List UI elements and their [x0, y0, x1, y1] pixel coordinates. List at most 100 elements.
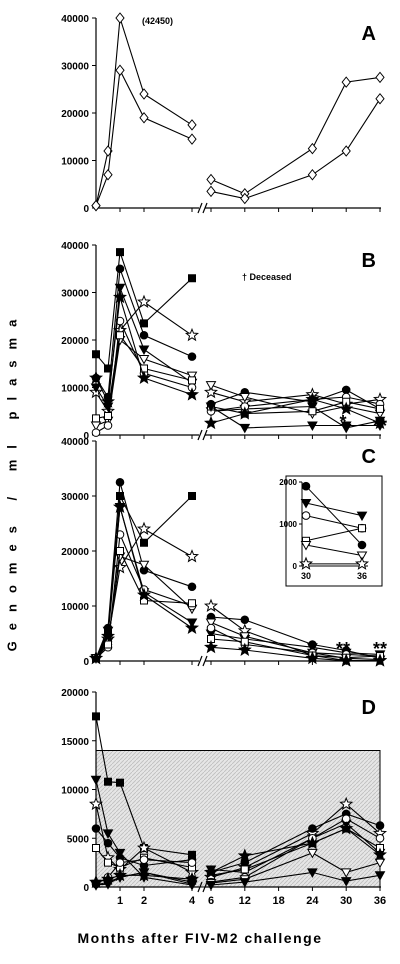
panel-D-ytick-label: 0 [83, 883, 89, 894]
panel-B-series-9-point-2-shape [239, 423, 251, 434]
panel-D-series-9-point-7-shape [239, 878, 251, 888]
panel-C-series-8-point-3 [112, 499, 128, 513]
inset-series-5-point-2-shape [356, 551, 368, 562]
panel-D-series-7-point-9 [340, 868, 352, 878]
panel-D-series-3-point-1 [88, 796, 104, 811]
panel-D-series-6-point-4 [139, 855, 149, 865]
panel-D-series-4-point-2 [103, 838, 113, 848]
inset-series-2-point-1 [300, 499, 312, 509]
inset-series-4-line [305, 527, 363, 542]
panel-B-series-7-point-10 [376, 404, 384, 413]
panel-D-ytick-label: 10000 [61, 786, 89, 797]
panel-C-series-7-point-3-shape [116, 547, 124, 555]
panel-A-series-1-point-4-shape [139, 88, 149, 100]
panel-B-series-2-point-4-shape [139, 330, 149, 340]
inset-series-5 [300, 541, 368, 562]
panel-D-series-8-point-9-shape [339, 821, 354, 835]
panel-B-series-7-point-3-shape [116, 331, 124, 340]
panel-B-ytick-label: 20000 [61, 336, 89, 347]
panel-B-series-1-point-5-shape [188, 274, 196, 283]
inset-xtick-label: 30 [301, 571, 311, 581]
panel-A-series-2-point-8-shape [307, 168, 318, 181]
panel-B-series-1-point-5 [188, 274, 196, 283]
panel-C-series-5-point-6-shape [205, 618, 217, 629]
panel-A-series-1-point-4 [139, 88, 149, 100]
panel-A-series-1-point-3 [115, 12, 125, 24]
panel-B-series-4-point-1 [90, 383, 102, 394]
panel-D-series-9-point-10 [374, 871, 386, 881]
panel-D-letter: D [362, 697, 376, 719]
panel-A-series-2-point-9 [341, 145, 351, 157]
panel-B-series-8-point-5 [184, 387, 200, 401]
panel-B-series-9-point-2 [239, 423, 251, 434]
panel-B-series-6-point-2-shape [103, 421, 113, 430]
panel-C-annotation-1: ** [336, 639, 350, 659]
panel-C-series-6-point-6-shape [206, 623, 216, 633]
panel-C-inset: 0 1000 2000 30 36 [279, 475, 383, 587]
panel-D-series-1-point-2-shape [104, 777, 112, 786]
panel-B-series-2-point-9 [341, 385, 351, 395]
panel-D-series-1-point-3 [116, 778, 124, 787]
panel-D-series-9-point-5-shape [186, 880, 198, 890]
panel-C-series-1-point-3 [116, 492, 124, 500]
panel-D-series-2-point-3-shape [114, 848, 126, 859]
panel-C-letter: C [362, 446, 376, 468]
panel-B-series-5-point-4-shape [138, 355, 150, 365]
panel-B-series-3-point-6 [203, 384, 219, 399]
panel-D-xtick-label: 36 [374, 895, 386, 907]
panel-D-series-2-point-2 [102, 829, 114, 839]
panel-A-axis-break-1 [197, 202, 203, 214]
panel-C-series-3-point-5 [184, 549, 200, 563]
panel-D-series-1-point-1-shape [92, 712, 100, 721]
panel-B-series-4-point-3-shape [114, 283, 126, 294]
panel-B-series-9-point-5-shape [374, 421, 386, 432]
panel-C-ytick-label: 0 [83, 657, 89, 668]
panel-B-series-8-point-7 [237, 406, 252, 420]
panel-D-series-4-point-10 [375, 821, 385, 830]
panel-D-xtick-label: 24 [306, 895, 319, 907]
panel-D-series-9-point-6-shape [205, 881, 217, 891]
panel-C-series-5-point-7-shape [239, 632, 251, 642]
inset-series-2-point-1-shape [300, 499, 312, 509]
panel-C-series-5-point-6 [205, 618, 217, 629]
panel-C-series-4-point-8 [307, 643, 318, 653]
panel-D-axis-break-2 [202, 881, 208, 893]
panel-C-series-8-point-7-shape [237, 642, 252, 656]
panel-C-series-3-point-4 [136, 521, 152, 535]
panel-B-series-9-point-3-shape [307, 421, 318, 432]
panel-D-ytick-label: 5000 [67, 834, 90, 845]
panel-A-series-1 [91, 12, 385, 212]
panel-A-series-2-point-4-shape [139, 111, 149, 124]
panel-D-series-6-point-10 [375, 833, 385, 843]
panel-B-series-3-point-4 [136, 294, 152, 308]
panel-A-series-1-point-5 [187, 119, 197, 131]
panel-B-series-6-point-3 [115, 316, 125, 326]
inset-series-1-point-1 [301, 481, 311, 491]
panel-B-series-4-point-4 [138, 345, 150, 356]
inset-series-2-line [305, 502, 363, 517]
panel-C-series-7-point-2-shape [104, 640, 112, 649]
panel-D-series-8-point-7 [237, 848, 252, 862]
panel-D-series-7-point-10 [374, 858, 386, 869]
panel-B-series-7-point-1 [92, 414, 100, 423]
panel-C-series-1-point-4 [140, 538, 148, 547]
inset-series-4-point-2-shape [358, 524, 366, 533]
panel-C-axis-break-1 [197, 655, 203, 667]
panel-B-series-4-point-3 [114, 283, 126, 294]
panel-C-ytick-label: 30000 [61, 492, 89, 503]
panel-D-axis-break-1 [197, 881, 203, 893]
panel-A: 0 10000 20000 30000 40000 A (42450) [61, 12, 385, 215]
panel-A-series-1-point-6-shape [206, 173, 216, 186]
panel-C-series-3-point-4-shape [136, 521, 152, 535]
panel-C-series-8-point-9-shape [339, 653, 354, 667]
panel-D-series-8-point-6 [203, 865, 219, 879]
panel-D-series-1-point-1 [92, 712, 100, 721]
panel-B-series-9-point-1 [205, 402, 217, 413]
panel-D-series-6-point-10-shape [375, 833, 385, 843]
panel-C-series-2-point-3-shape [115, 477, 125, 487]
panel-B-series-2-point-3-shape [115, 264, 125, 274]
panel-C-series-8-point-4 [136, 587, 152, 601]
panel-B-series-3-point-4-shape [136, 294, 152, 308]
panel-C-series-3-point-6 [203, 598, 219, 612]
